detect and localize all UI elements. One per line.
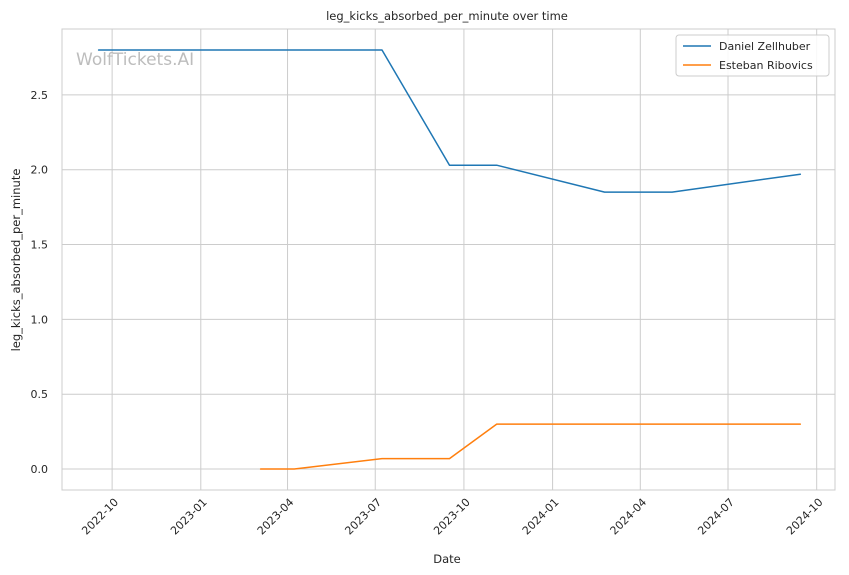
- x-tick-label: 2023-07: [343, 496, 385, 538]
- x-tick-label: 2024-04: [608, 496, 650, 538]
- y-tick-label: 2.0: [31, 164, 49, 177]
- y-axis: 0.0 0.5 1.0 1.5 2.0 2.5: [31, 89, 49, 476]
- x-tick-label: 2024-10: [784, 496, 826, 538]
- x-tick-label: 2023-01: [168, 496, 210, 538]
- x-tick-label: 2023-04: [255, 496, 297, 538]
- legend-label: Esteban Ribovics: [719, 59, 813, 72]
- y-tick-label: 1.0: [31, 313, 49, 326]
- x-axis-title: Date: [433, 552, 461, 566]
- y-tick-label: 1.5: [31, 239, 49, 252]
- legend-label: Daniel Zellhuber: [719, 40, 811, 53]
- y-tick-label: 0.0: [31, 463, 49, 476]
- legend: Daniel Zellhuber Esteban Ribovics: [675, 34, 830, 77]
- x-tick-label: 2022-10: [79, 496, 121, 538]
- x-tick-label: 2024-07: [695, 496, 737, 538]
- series-line-0: [97, 49, 802, 193]
- plot-frame: [61, 28, 836, 491]
- series-line-1: [259, 423, 802, 470]
- y-tick-label: 0.5: [31, 388, 49, 401]
- watermark-text: WolfTickets.AI: [76, 50, 194, 70]
- legend-box: [675, 34, 830, 77]
- x-tick-label: 2023-10: [431, 496, 473, 538]
- series-layer: [97, 49, 802, 470]
- grid: [62, 29, 835, 490]
- x-tick-label: 2024-01: [520, 496, 562, 538]
- y-axis-title: leg_kicks_absorbed_per_minute: [9, 169, 23, 352]
- y-tick-label: 2.5: [31, 89, 49, 102]
- chart-title: leg_kicks_absorbed_per_minute over time: [326, 9, 568, 23]
- x-axis: 2022-10 2023-01 2023-04 2023-07 2023-10 2024-…: [79, 496, 825, 538]
